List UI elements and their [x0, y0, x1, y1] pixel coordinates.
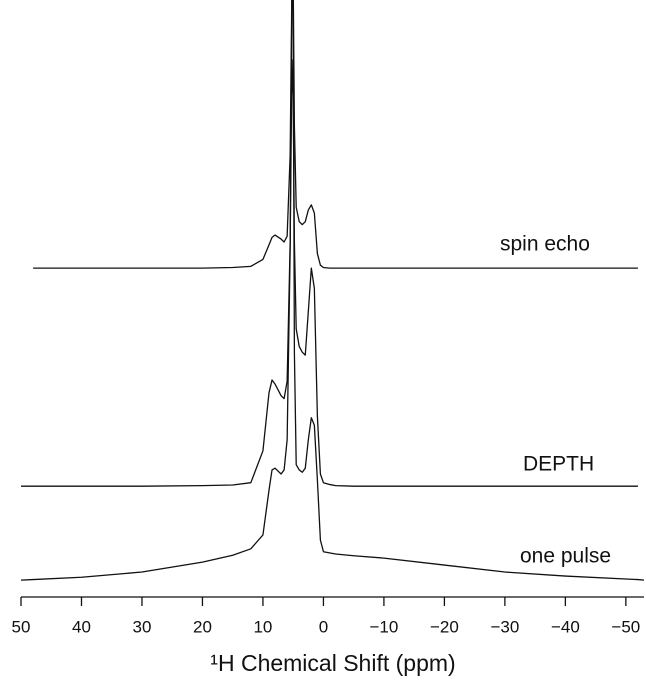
x-tick-label: −20 — [430, 617, 459, 636]
x-tick-label: 30 — [133, 617, 152, 636]
x-tick-label: −40 — [551, 617, 580, 636]
x-tick-label: −30 — [490, 617, 519, 636]
x-axis-label: ¹H Chemical Shift (ppm) — [210, 650, 455, 676]
traces — [20, 0, 645, 581]
spectrum-trace — [21, 59, 638, 487]
spectrum-trace — [20, 0, 645, 581]
x-tick-label: −10 — [369, 617, 398, 636]
spectrum-trace — [33, 0, 638, 269]
x-tick-label: −50 — [611, 617, 640, 636]
x-tick-label: 40 — [72, 617, 91, 636]
x-tick-label: 10 — [253, 617, 272, 636]
x-tick-label: 0 — [319, 617, 328, 636]
series-label: DEPTH — [523, 453, 594, 476]
series-label: one pulse — [520, 545, 611, 568]
x-tick-label: 50 — [12, 617, 31, 636]
series-label: spin echo — [500, 233, 590, 256]
x-tick-label: 20 — [193, 617, 212, 636]
